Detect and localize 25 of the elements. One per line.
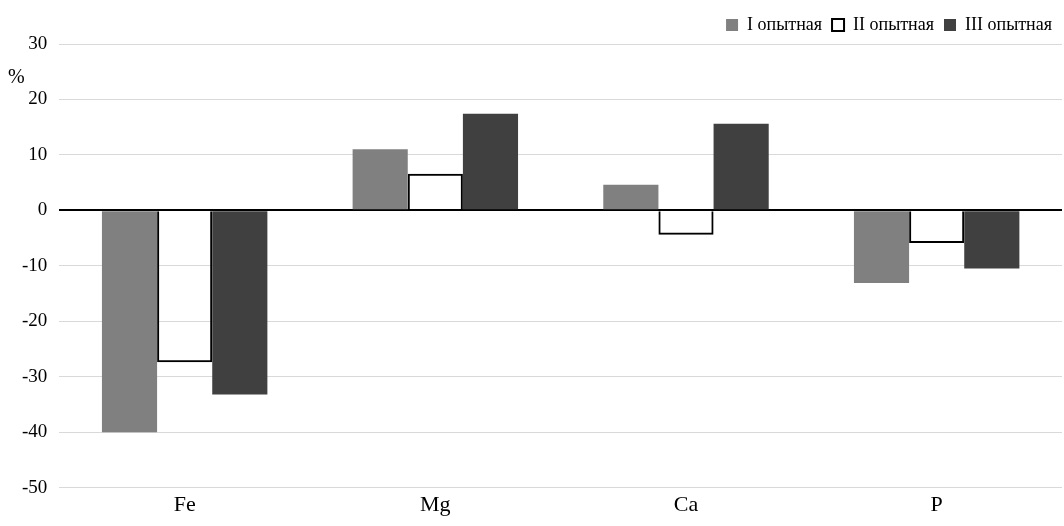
bar [352, 149, 408, 210]
x-tick-label: Ca [673, 490, 699, 516]
bar [713, 123, 769, 210]
y-tick-label: -20 [22, 309, 48, 331]
y-tick-label: -10 [22, 253, 48, 275]
bar [964, 211, 1020, 269]
legend-label: II опытная [853, 13, 935, 34]
bar [101, 211, 158, 433]
x-tick-label: P [930, 490, 943, 516]
y-tick-label: -30 [22, 364, 48, 386]
bar [853, 211, 910, 283]
y-axis-title: % [8, 64, 25, 87]
y-tick-label: -40 [22, 420, 48, 442]
bar [462, 113, 519, 210]
bar [603, 184, 659, 210]
x-tick-label: Fe [173, 490, 196, 516]
y-tick-label: 0 [37, 198, 48, 220]
y-tick-label: 10 [28, 142, 48, 164]
y-tick-label: 30 [28, 31, 48, 53]
legend-label: I опытная [747, 13, 823, 34]
legend-label: III опытная [965, 13, 1053, 34]
y-tick-label: -50 [22, 475, 48, 497]
bar [212, 211, 268, 395]
y-tick-label: 20 [28, 87, 48, 109]
x-tick-label: Mg [420, 490, 451, 516]
